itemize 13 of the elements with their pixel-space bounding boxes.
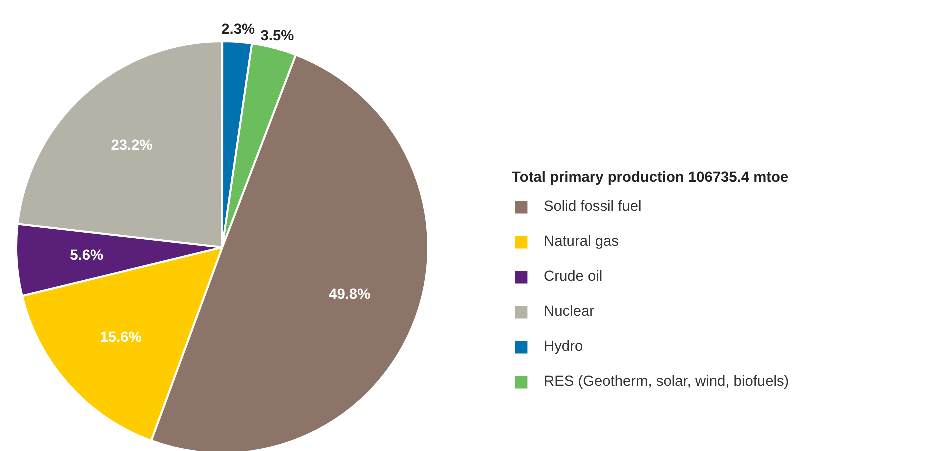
data-label: 5.6% <box>70 248 104 264</box>
legend-label: Crude oil <box>544 269 603 285</box>
data-label: 23.2% <box>111 138 153 154</box>
data-label: 2.3% <box>222 22 256 38</box>
legend-label: Solid fossil fuel <box>544 199 642 215</box>
legend-label: Hydro <box>544 339 584 355</box>
data-label: 3.5% <box>260 28 294 45</box>
legend-title: Total primary production 106735.4 mtoe <box>512 170 790 186</box>
data-label: 49.8% <box>329 287 371 304</box>
legend-label: RES (Geotherm, solar, wind, biofuels) <box>544 374 790 390</box>
legend-label: Nuclear <box>544 304 595 320</box>
data-label: 15.6% <box>100 330 142 346</box>
legend-label: Natural gas <box>544 234 619 250</box>
